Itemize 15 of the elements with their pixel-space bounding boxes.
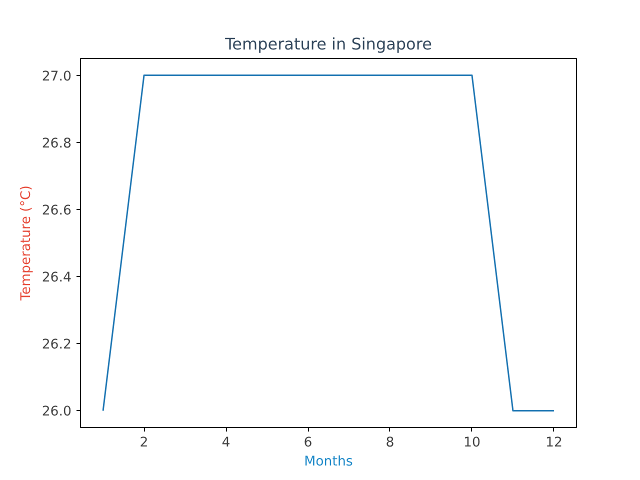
y-tick-label: 26.6 (42, 203, 72, 218)
y-tick-label: 26.2 (42, 338, 72, 353)
x-tick-label: 10 (463, 436, 480, 450)
y-axis-title: Temperature (°C) (18, 185, 34, 302)
x-tick-label: 8 (386, 436, 394, 450)
y-tick-label: 27.0 (42, 69, 72, 84)
y-tick-label: 26.0 (42, 404, 72, 420)
x-axis-title: Months (304, 454, 353, 470)
y-tick-label: 26.8 (42, 136, 72, 152)
x-tick-label: 12 (545, 436, 562, 450)
x-tick-label: 6 (304, 436, 312, 450)
chart-title: Temperature in Singapore (224, 34, 432, 54)
x-tick-label: 4 (222, 436, 230, 450)
y-tick-label: 26.4 (42, 270, 72, 286)
x-tick-label: 2 (140, 436, 148, 450)
